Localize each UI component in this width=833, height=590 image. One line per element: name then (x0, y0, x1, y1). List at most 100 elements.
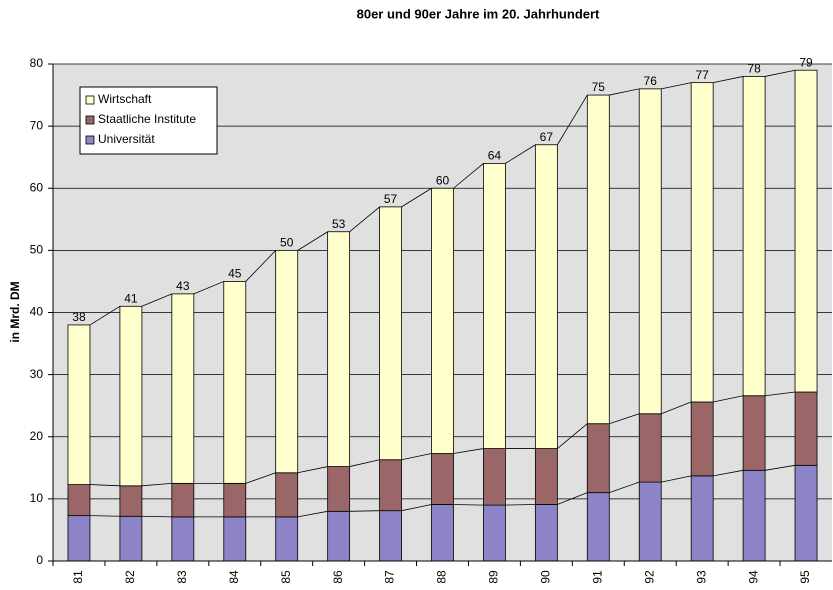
y-tick-label: 70 (30, 118, 44, 132)
series-line (713, 76, 744, 84)
total-label: 75 (592, 80, 606, 94)
series-line (713, 469, 744, 477)
bar-segment (379, 206, 402, 461)
series-line (557, 423, 588, 449)
bar-segment (67, 515, 91, 562)
bar-segment (483, 448, 506, 506)
x-tick-label: 94 (746, 570, 760, 584)
series-line (245, 472, 276, 484)
y-tick-label: 10 (30, 491, 44, 505)
series-line (765, 464, 796, 471)
series-line (193, 281, 224, 295)
series-line (349, 459, 380, 467)
legend-label: Wirtschaft (98, 92, 152, 106)
bar-segment (67, 324, 91, 485)
bar-segment (223, 516, 247, 562)
series-line (557, 492, 588, 505)
series-line (713, 395, 744, 403)
legend-label: Staatliche Institute (98, 112, 196, 126)
total-label: 60 (436, 173, 450, 187)
y-tick-label: 0 (36, 553, 43, 567)
bar-segment (742, 76, 766, 397)
bar-segment (690, 401, 714, 477)
legend-swatch (85, 115, 95, 125)
x-tick-label: 85 (279, 570, 293, 584)
x-tick-label: 92 (642, 570, 656, 584)
bar-segment (379, 510, 402, 562)
bar-segment (638, 413, 662, 483)
x-tick-label: 88 (435, 570, 449, 584)
total-label: 76 (644, 74, 658, 88)
series-line (89, 305, 121, 326)
bar-segment (223, 482, 247, 518)
bar-segment (586, 423, 610, 494)
y-tick-label: 30 (30, 367, 44, 381)
series-line (765, 69, 796, 77)
series-line (297, 231, 328, 251)
legend: Wirtschaft Staatliche Institute Universitä… (79, 86, 218, 155)
bar-segment (379, 459, 402, 512)
bar-segment (431, 453, 454, 505)
total-label: 53 (332, 217, 346, 231)
series-line (349, 206, 380, 233)
series-line (141, 482, 172, 487)
y-tick-label: 20 (30, 429, 44, 443)
series-line (297, 466, 328, 474)
total-label: 43 (176, 279, 190, 293)
bar-segment (742, 469, 766, 562)
y-tick-label: 40 (30, 305, 44, 319)
total-label: 50 (280, 236, 294, 250)
x-tick-label: 87 (383, 570, 397, 584)
x-tick-label: 91 (590, 570, 604, 584)
bar-segment (119, 305, 143, 487)
bar-segment (638, 481, 662, 562)
series-line (141, 293, 172, 307)
series-line (609, 88, 640, 96)
chart-title: 80er und 90er Jahre im 20. Jahrhundert (357, 6, 600, 21)
x-tick-label: 93 (694, 570, 708, 584)
x-tick-label: 84 (227, 570, 241, 584)
bar-segment (794, 69, 818, 393)
bar-segment (586, 94, 610, 425)
series-line (661, 475, 692, 483)
series-line (609, 481, 640, 494)
series-line (89, 484, 120, 487)
series-line (557, 94, 588, 145)
series-line (401, 504, 432, 512)
total-label: 41 (124, 291, 138, 305)
x-tick-label: 83 (175, 570, 189, 584)
bar-segment (690, 82, 714, 403)
series-line (401, 453, 432, 461)
legend-box (79, 86, 218, 155)
bar-segment (327, 466, 351, 512)
legend-swatch (85, 135, 95, 145)
bar-segment (171, 516, 195, 562)
series-line (297, 510, 328, 518)
bar-segment (742, 395, 766, 471)
series-line (245, 250, 276, 282)
x-tick-label: 90 (539, 570, 553, 584)
bar-segment (275, 472, 299, 518)
series-line (505, 144, 536, 164)
series-line (89, 515, 120, 517)
series-line (141, 515, 172, 518)
bar-segment (171, 293, 195, 484)
bar-segment (275, 249, 299, 474)
bar-segment (534, 448, 558, 505)
bar-segment (327, 231, 351, 467)
series-line (453, 504, 484, 506)
x-tick-label: 86 (331, 570, 345, 584)
bar-segment (275, 516, 299, 562)
legend-swatch (85, 95, 95, 105)
series-line (505, 504, 536, 506)
bar-segment (119, 485, 143, 517)
y-tick-label: 80 (30, 56, 44, 70)
bar-segment (483, 162, 506, 449)
y-axis-label: in Mrd. DM (8, 281, 22, 342)
bar-segment (690, 475, 714, 562)
bar-segment (586, 492, 610, 562)
total-label: 64 (488, 149, 502, 163)
bar-segment (67, 484, 91, 517)
bar-segment (534, 144, 558, 449)
bar-segment (794, 391, 818, 466)
